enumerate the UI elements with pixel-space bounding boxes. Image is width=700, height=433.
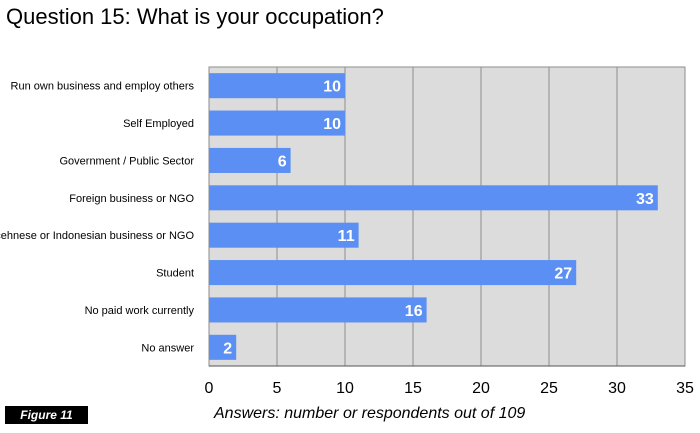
bar-value-label: 10: [323, 79, 341, 96]
category-label: No answer: [141, 342, 194, 354]
category-label: Foreign business or NGO: [69, 193, 194, 205]
bar-value-label: 27: [554, 266, 572, 283]
figure-label: Figure 11: [5, 406, 88, 424]
x-tick-label: 5: [273, 380, 282, 397]
x-tick-label: 25: [540, 380, 558, 397]
x-tick-label: 10: [336, 380, 354, 397]
bar: [209, 147, 291, 173]
category-label: Student: [156, 268, 194, 280]
bar-value-label: 2: [223, 340, 232, 357]
category-label: Acehnese or Indonesian business or NGO: [0, 230, 194, 242]
x-axis-label: Answers: number or respondents out of 10…: [214, 405, 526, 422]
category-label: No paid work currently: [85, 305, 195, 317]
category-label: Government / Public Sector: [59, 155, 194, 167]
bar-value-label: 16: [405, 303, 423, 320]
category-label: Self Employed: [123, 118, 194, 130]
bar: [209, 334, 237, 360]
bar: [209, 185, 658, 211]
bar: [209, 222, 359, 248]
bar: [209, 110, 345, 136]
x-tick-label: 35: [676, 380, 694, 397]
page-title: Question 15: What is your occupation?: [6, 4, 384, 29]
category-label: Run own business and employ others: [11, 81, 195, 93]
category-labels: Run own business and employ others Self E…: [0, 81, 194, 355]
x-tick-label: 30: [608, 380, 626, 397]
x-tick-label: 20: [472, 380, 490, 397]
bar-value-label: 6: [278, 153, 287, 170]
bars: 10 10 6 33 11 27 16 2: [209, 73, 658, 360]
x-tick-label: 0: [205, 380, 214, 397]
bar: [209, 73, 345, 99]
bar: [209, 297, 427, 323]
bar-value-label: 33: [636, 191, 654, 208]
bar-value-label: 11: [338, 228, 355, 245]
bar-value-label: 10: [323, 116, 341, 133]
bar: [209, 260, 577, 286]
x-tick-labels: 0 5 10 15 20 25 30 35: [205, 380, 694, 397]
x-tick-label: 15: [404, 380, 422, 397]
